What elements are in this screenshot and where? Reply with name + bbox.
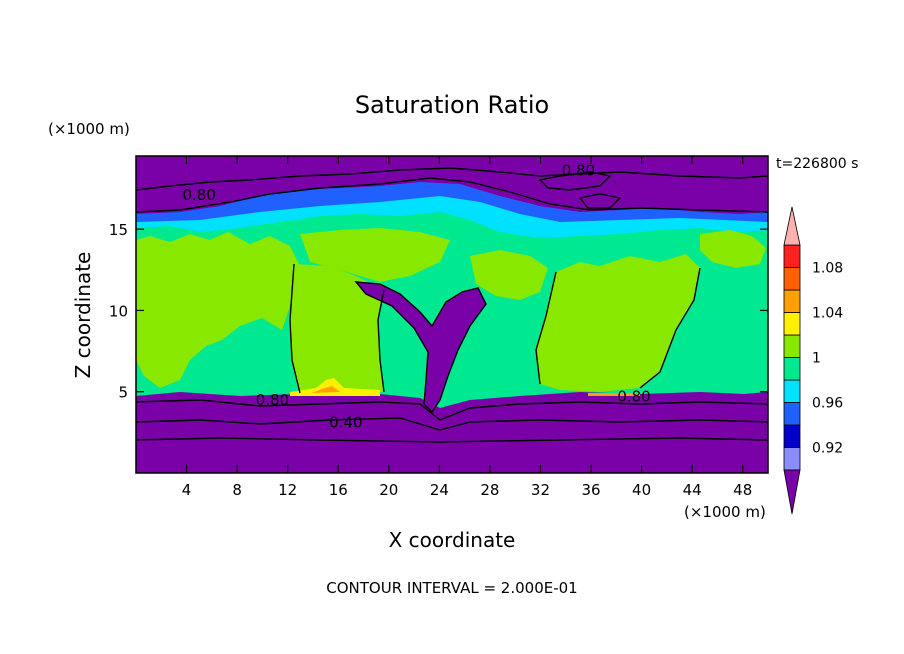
chart-title: Saturation Ratio: [355, 91, 549, 119]
x-tick-label: 44: [683, 481, 702, 499]
x-tick-label: 48: [733, 481, 752, 499]
region-supersat-upper-mid: [300, 228, 450, 282]
x-tick-label: 40: [632, 481, 651, 499]
contour-label: 0.80: [256, 391, 289, 409]
contour-label: 0.80: [182, 186, 215, 204]
region-orange-spike: [312, 386, 340, 393]
x-tick-label: 4: [182, 481, 192, 499]
x-tick-label: 12: [278, 481, 297, 499]
colorbar-segment: [783, 424, 801, 448]
colorbar-segment: [783, 357, 801, 381]
colorbar-segment: [783, 289, 801, 313]
x-tick-label: 16: [329, 481, 348, 499]
colorbar-tick-label: 1.08: [812, 261, 843, 277]
y-unit-label: (×1000 m): [48, 120, 130, 138]
contour-labels: 0.80 0.80 0.80 0.80 0.40: [182, 162, 650, 432]
x-unit-label: (×1000 m): [684, 503, 766, 521]
plot-frame: [135, 155, 769, 474]
region-yellow-spike: [290, 378, 380, 396]
colorbar-tick-label: 0.96: [812, 396, 843, 412]
x-tick-label: 36: [581, 481, 600, 499]
y-axis-label: Z coordinate: [71, 252, 95, 379]
colorbar-tick-label: 1.04: [812, 306, 843, 322]
colorbar-tick-label: 0.92: [812, 441, 843, 457]
region-supersat-left: [136, 232, 300, 388]
colorbar-segment: [783, 447, 801, 471]
colorbar-tick-label: 1: [812, 351, 821, 367]
colorbar: 0.92 0.96 1 1.04 1.08: [783, 206, 843, 515]
contour-plot-area: 0.80 0.80 0.80 0.80 0.40: [136, 156, 768, 473]
x-axis-ticks: 4 8 12 16 20 24 28 32 36 40 44 48: [182, 156, 752, 499]
colorbar-segment: [783, 379, 801, 403]
region-orange-strip-right: [588, 393, 640, 396]
y-tick-label: 5: [118, 384, 128, 402]
y-tick-label: 10: [109, 302, 128, 320]
region-lower-dry-layer: [136, 394, 768, 473]
colorbar-segment: [783, 334, 801, 358]
x-axis-label: X coordinate: [389, 528, 516, 552]
region-supersat-far-right: [700, 230, 766, 268]
region-supersat-center: [290, 264, 384, 393]
x-tick-label: 20: [379, 481, 398, 499]
time-label: t=226800 s: [776, 156, 858, 172]
x-tick-label: 32: [531, 481, 550, 499]
colorbar-segment: [783, 402, 801, 426]
contour-label: 0.80: [617, 388, 650, 406]
x-tick-label: 8: [232, 481, 242, 499]
region-dry-downdraft: [356, 282, 486, 412]
contour-lines: [136, 167, 768, 443]
contour-label: 0.40: [329, 414, 362, 432]
y-axis-ticks: 5 10 15: [109, 221, 768, 402]
y-tick-label: 15: [109, 221, 128, 239]
contour-label: 0.80: [562, 162, 595, 180]
colorbar-segment: [783, 244, 801, 268]
x-tick-label: 28: [480, 481, 499, 499]
x-tick-label: 24: [430, 481, 449, 499]
region-upper-dry-layer: [136, 156, 768, 208]
colorbar-over-triangle: [783, 206, 801, 246]
colorbar-under-triangle: [783, 469, 801, 515]
colorbar-segment: [783, 312, 801, 336]
region-supersat-mid-right: [470, 250, 548, 300]
contour-interval-footer: CONTOUR INTERVAL = 2.000E-01: [326, 579, 577, 597]
colorbar-segment: [783, 267, 801, 291]
region-supersat-right: [536, 254, 700, 392]
